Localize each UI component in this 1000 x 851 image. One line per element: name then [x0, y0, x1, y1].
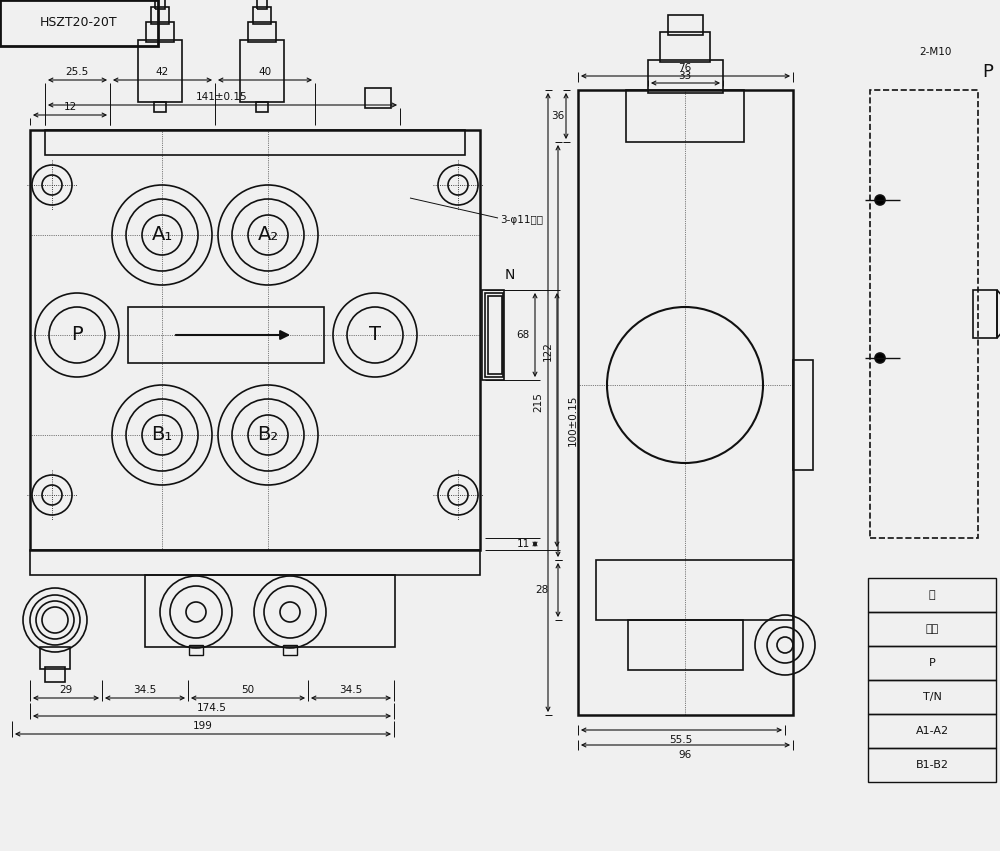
Bar [145, 575, 395, 647]
Bar [155, 0, 165, 9]
Text: 3-φ11通孔: 3-φ11通孔 [500, 215, 543, 225]
Bar [30, 130, 480, 550]
Bar [485, 293, 503, 377]
Bar [488, 296, 502, 374]
Bar [870, 90, 978, 538]
Bar [868, 680, 996, 714]
Text: 2-M10: 2-M10 [919, 47, 951, 57]
Bar [626, 90, 744, 142]
Text: 68: 68 [516, 330, 530, 340]
Bar [253, 7, 271, 24]
Text: 50: 50 [241, 685, 255, 695]
Text: 34.5: 34.5 [133, 685, 157, 695]
Text: 34.5: 34.5 [339, 685, 363, 695]
Bar [868, 714, 996, 748]
Bar [793, 360, 813, 470]
Text: 76: 76 [678, 63, 692, 73]
Circle shape [875, 195, 885, 205]
Text: T: T [369, 325, 381, 345]
Bar [868, 612, 996, 646]
Text: 11: 11 [516, 539, 530, 549]
Bar [868, 646, 996, 680]
Bar [668, 15, 703, 35]
Text: 55.5: 55.5 [669, 735, 693, 745]
Bar [257, 0, 267, 9]
Bar [973, 290, 997, 338]
Bar [868, 748, 996, 782]
Text: 29: 29 [59, 685, 73, 695]
Bar [45, 130, 465, 155]
Bar [365, 88, 391, 108]
Text: 215: 215 [533, 392, 543, 412]
Text: 122: 122 [543, 341, 553, 361]
Text: 12: 12 [63, 102, 77, 112]
Bar [40, 647, 70, 669]
Bar [283, 645, 297, 655]
Bar [660, 32, 710, 62]
Text: 141±0.15: 141±0.15 [196, 92, 248, 102]
Text: 阀: 阀 [929, 590, 935, 600]
Text: 100±0.15: 100±0.15 [568, 394, 578, 446]
Text: 25.5: 25.5 [65, 67, 89, 77]
Text: 接口: 接口 [925, 624, 939, 634]
Text: A₂: A₂ [257, 226, 279, 244]
Bar [138, 40, 182, 102]
Bar [648, 60, 723, 93]
Bar [868, 578, 996, 612]
Text: 96: 96 [678, 750, 692, 760]
Text: B₂: B₂ [257, 426, 279, 444]
Bar [578, 90, 793, 715]
Bar [30, 550, 480, 575]
Bar [596, 560, 793, 620]
Text: P: P [929, 658, 935, 668]
Bar [256, 102, 268, 112]
Text: B₁: B₁ [151, 426, 173, 444]
Bar [0, 0, 158, 46]
Text: B1-B2: B1-B2 [916, 760, 948, 770]
Text: 199: 199 [193, 721, 213, 731]
Text: HSZT20-20T: HSZT20-20T [40, 16, 118, 30]
Text: P: P [983, 63, 993, 81]
Text: A1-A2: A1-A2 [915, 726, 949, 736]
Circle shape [875, 353, 885, 363]
Text: P: P [71, 325, 83, 345]
Text: 40: 40 [258, 67, 272, 77]
Bar [248, 22, 276, 42]
Bar [628, 620, 743, 670]
Bar [482, 290, 504, 380]
Text: N: N [505, 268, 515, 282]
Text: A₁: A₁ [151, 226, 173, 244]
Bar [189, 645, 203, 655]
Bar [240, 40, 284, 102]
Text: 36: 36 [551, 111, 565, 121]
Bar [151, 7, 169, 24]
Text: T/N: T/N [923, 692, 941, 702]
Text: 28: 28 [535, 585, 549, 595]
Bar [154, 102, 166, 112]
Bar [146, 22, 174, 42]
Text: 174.5: 174.5 [197, 703, 227, 713]
Bar [45, 667, 65, 682]
Text: 42: 42 [155, 67, 169, 77]
Text: 33: 33 [678, 71, 692, 81]
Bar [128, 307, 324, 363]
